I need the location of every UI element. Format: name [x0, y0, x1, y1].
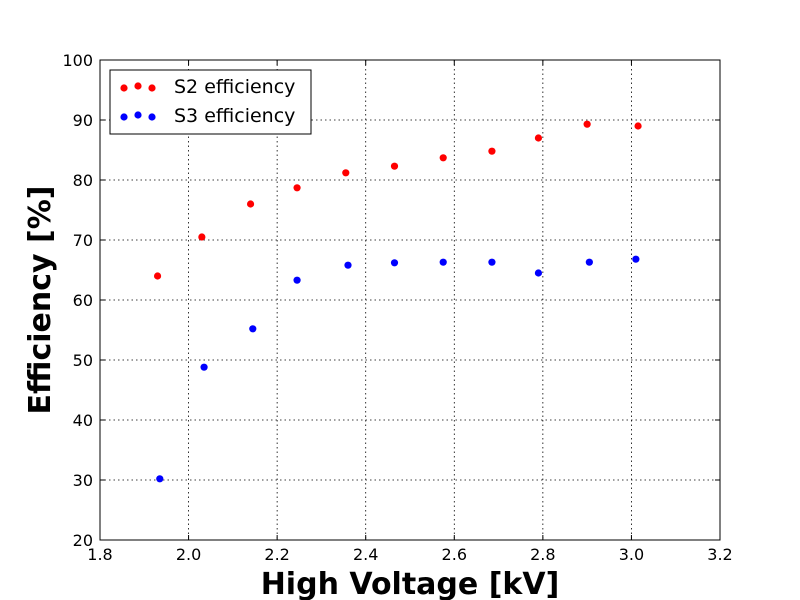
y-tick-label: 100: [62, 51, 93, 70]
data-point-series-3: [632, 255, 640, 263]
y-tick-label: 20: [73, 531, 93, 550]
data-point-series-2: [634, 122, 642, 130]
y-tick-label: 30: [73, 471, 93, 490]
legend-marker: [134, 82, 142, 90]
legend-label-s3: S3 efficiency: [174, 105, 295, 127]
data-points: [153, 120, 642, 483]
data-point-series-2: [534, 134, 543, 142]
x-tick-label: 3.2: [707, 545, 732, 564]
y-axis-title: Efficiency [%]: [23, 186, 58, 415]
x-tick-label: 2.6: [442, 545, 467, 564]
data-point-series-3: [534, 269, 543, 277]
legend-marker: [120, 84, 128, 92]
grid: [100, 60, 720, 540]
y-tick-label: 60: [73, 291, 93, 310]
y-tick-label: 40: [73, 411, 93, 430]
y-tick-label: 50: [73, 351, 93, 370]
y-tick-label: 70: [73, 231, 93, 250]
data-point-series-2: [153, 272, 162, 280]
legend-marker: [134, 111, 142, 119]
data-point-series-3: [156, 475, 164, 483]
legend: S2 efficiency S3 efficiency: [109, 69, 312, 135]
legend-marker: [148, 84, 156, 92]
data-point-series-2: [439, 154, 447, 162]
legend-markers-s2: [120, 82, 156, 92]
data-point-series-3: [585, 258, 593, 266]
data-point-series-2: [198, 233, 206, 241]
data-point-series-2: [246, 200, 255, 208]
data-point-series-3: [390, 259, 399, 267]
legend-label-s2: S2 efficiency: [174, 76, 295, 98]
data-point-series-2: [390, 162, 399, 170]
data-point-series-2: [488, 147, 496, 155]
data-point-series-2: [342, 169, 350, 177]
x-axis-title: High Voltage [kV]: [261, 567, 560, 600]
x-axis-ticks: 1.8 2.0 2.2 2.4 2.6 2.8 3.0 3.2: [87, 60, 733, 564]
x-tick-label: 2.0: [176, 545, 201, 564]
y-tick-label: 90: [73, 111, 93, 130]
legend-markers-s3: [120, 111, 156, 121]
x-tick-label: 2.4: [353, 545, 378, 564]
y-axis-ticks: 20 30 40 50 60 70 80 90 100: [62, 51, 720, 550]
x-tick-label: 1.8: [87, 545, 112, 564]
data-point-series-3: [200, 363, 208, 371]
data-point-series-2: [583, 120, 591, 128]
x-tick-label: 2.2: [264, 545, 289, 564]
legend-box: [109, 69, 312, 135]
data-point-series-2: [293, 184, 301, 192]
x-tick-label: 2.8: [530, 545, 555, 564]
data-point-series-3: [249, 325, 257, 333]
data-point-series-3: [488, 258, 496, 266]
legend-marker: [120, 113, 128, 121]
data-point-series-3: [293, 276, 301, 284]
legend-marker: [148, 113, 156, 121]
y-tick-label: 80: [73, 171, 93, 190]
x-tick-label: 3.0: [619, 545, 644, 564]
data-point-series-3: [344, 261, 352, 269]
data-point-series-3: [439, 258, 447, 266]
